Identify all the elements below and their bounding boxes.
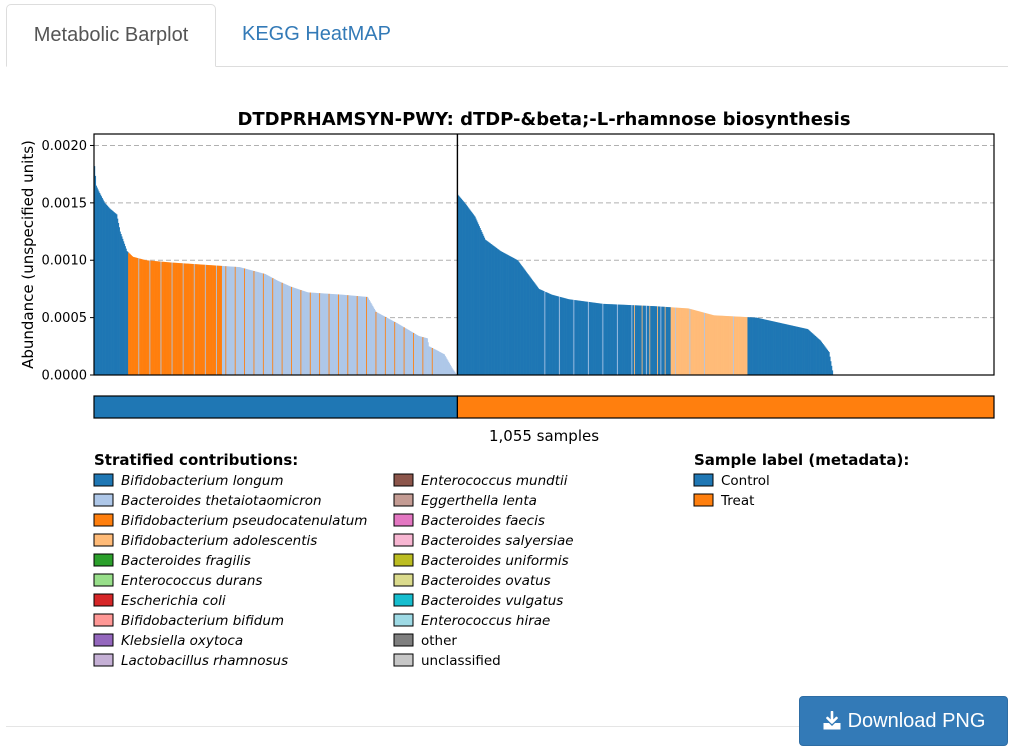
legend-label: Escherichia coli [121,593,226,609]
legend-label: Bifidobacterium bifidum [121,613,284,629]
legend-label: Bacteroides uniformis [421,553,569,569]
legend-label: Klebsiella oxytoca [121,633,243,649]
legend-swatch [94,534,113,546]
legend-swatch [394,574,413,586]
legend-swatch [94,514,113,526]
legend-swatch [394,654,413,666]
legend-label: Bifidobacterium adolescentis [121,533,317,549]
legend-label: Bacteroides salyersiae [421,533,574,549]
legend-swatch [394,614,413,626]
legend-label: Treat [720,493,754,509]
sample-legend-title: Sample label (metadata): [694,451,909,469]
legend-label: Lactobacillus rhamnosus [121,653,288,669]
y-tick-label: 0.0020 [42,139,88,154]
legend-swatch [394,474,413,486]
legend-swatch [94,474,113,486]
legend-label: Bacteroides fragilis [121,553,251,569]
legend-swatch [94,654,113,666]
legend-label: Bacteroides ovatus [421,573,551,589]
legend-label: Bifidobacterium pseudocatenulatum [121,513,367,529]
legend-label: Control [721,473,770,489]
y-tick-label: 0.0000 [42,369,88,384]
legend-label: unclassified [421,653,501,669]
legend-swatch [394,534,413,546]
metadata-strip-control [94,396,457,418]
legend-swatch [94,594,113,606]
download-icon [822,711,842,731]
tab-kegg-heatmap[interactable]: KEGG HeatMAP [242,4,391,66]
legend-label: Bacteroides vulgatus [421,593,563,609]
y-axis-label: Abundance (unspecified units) [19,140,37,369]
legend-swatch [394,634,413,646]
legend-label: Bacteroides faecis [421,513,545,529]
tab-metabolic-barplot[interactable]: Metabolic Barplot [6,4,216,67]
legend-swatch [394,514,413,526]
legend-swatch [94,494,113,506]
tab-bar: Metabolic Barplot KEGG HeatMAP [6,0,1008,67]
legend-label: other [421,633,457,649]
legend-swatch [394,554,413,566]
y-tick-label: 0.0010 [42,254,88,269]
legend-swatch [394,594,413,606]
legend-label: Enterococcus mundtii [421,473,568,489]
download-label: Download PNG [848,710,986,733]
bars-layer [94,166,833,375]
legend-label: Bifidobacterium longum [121,473,284,489]
barplot-figure: DTDPRHAMSYN-PWY: dTDP-&beta;-L-rhamnose … [0,96,1014,686]
x-axis-label: 1,055 samples [489,427,599,445]
legend-label: Bacteroides thetaiotaomicron [121,493,322,509]
chart-title: DTDPRHAMSYN-PWY: dTDP-&beta;-L-rhamnose … [237,109,850,130]
legend-swatch [94,614,113,626]
legend-label: Enterococcus durans [121,573,262,589]
y-tick-label: 0.0015 [42,196,88,211]
legend-swatch [694,474,713,486]
legend-swatch [94,554,113,566]
legend-swatch [94,634,113,646]
bar-segment [832,370,833,375]
legend-swatch [394,494,413,506]
legend-swatch [94,574,113,586]
stacked-barplot: DTDPRHAMSYN-PWY: dTDP-&beta;-L-rhamnose … [0,96,1014,686]
species-legend-title: Stratified contributions: [94,451,298,469]
download-png-button[interactable]: Download PNG [799,696,1008,746]
legend-label: Eggerthella lenta [421,493,537,509]
legend-swatch [694,494,713,506]
metadata-strip-treat [457,396,994,418]
y-tick-label: 0.0005 [42,311,88,326]
legend-label: Enterococcus hirae [421,613,550,629]
